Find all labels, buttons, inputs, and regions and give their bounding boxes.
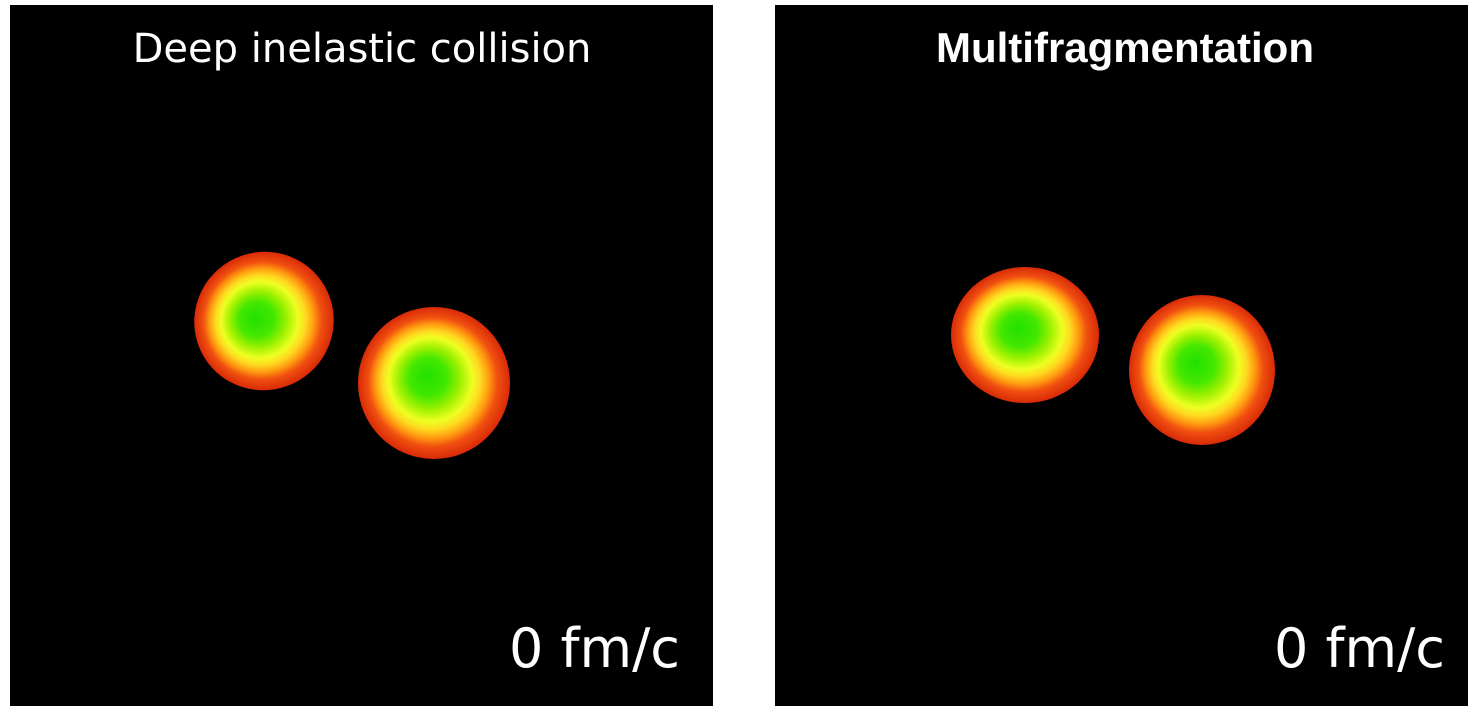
panel: Multifragmentation 0 fm/c bbox=[775, 5, 1468, 706]
panel-background bbox=[10, 5, 713, 706]
page: Deep inelastic collision 0 fm/c Multifra… bbox=[0, 0, 1470, 706]
panel-title: Deep inelastic collision bbox=[133, 26, 592, 72]
nucleus bbox=[358, 307, 510, 459]
nucleus bbox=[1129, 295, 1275, 445]
nucleus bbox=[951, 267, 1099, 403]
panel-background bbox=[775, 5, 1468, 706]
time-label: 0 fm/c bbox=[509, 617, 680, 680]
panel: Deep inelastic collision 0 fm/c bbox=[10, 5, 713, 706]
panel-title: Multifragmentation bbox=[936, 24, 1314, 71]
time-label: 0 fm/c bbox=[1274, 617, 1445, 680]
